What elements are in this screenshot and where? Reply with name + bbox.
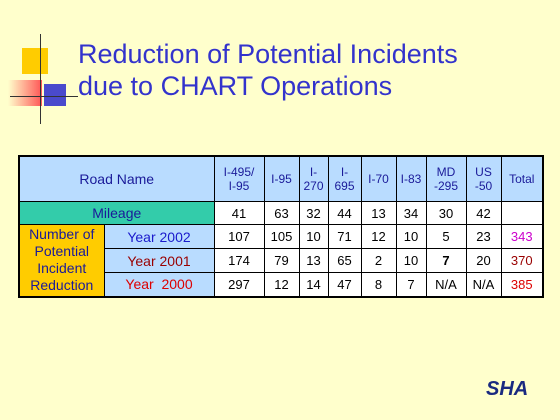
header-text: I-83	[400, 172, 422, 186]
header-text: MD	[436, 165, 456, 179]
table: Road Name I-495/I-95 I-95 I- 270 I- 695 I-70 I-8…	[18, 155, 544, 298]
value-cell: 370	[500, 248, 544, 273]
data-row: Number of Potential Incident Reduction Year …	[18, 224, 544, 297]
group-label: Number of Potential Incident Reduction	[18, 224, 105, 297]
deco-square	[22, 48, 48, 74]
value-cell: 12	[360, 224, 397, 249]
mileage-row: Mileage 41 63 32 44 13 34 30 42	[18, 201, 544, 225]
mileage-label: Mileage	[18, 201, 215, 225]
header-text: 695	[334, 179, 355, 193]
group-label-line: Reduction	[30, 277, 94, 294]
header-cell: I-495/I-95	[213, 155, 265, 202]
header-cell: I-95	[263, 155, 300, 202]
deco-line	[40, 34, 41, 124]
title: Reduction of Potential Incidents due to C…	[78, 38, 458, 102]
data-row: Year 2001 174 79 13 65 2 10 7 20 370	[19, 248, 544, 273]
mileage-value: 41	[213, 201, 265, 225]
header-cell: I-83	[395, 155, 427, 202]
deco-square	[44, 84, 66, 106]
value-cell: 13	[298, 248, 329, 273]
header-text: Road Name	[79, 171, 155, 187]
header-text: I-95	[271, 172, 292, 186]
value-cell: 385	[500, 272, 544, 297]
title-line: Reduction of Potential Incidents	[78, 39, 458, 69]
header-cell: I- 695	[327, 155, 362, 202]
header-cell: I- 270	[298, 155, 329, 202]
value-cell: 7	[425, 248, 467, 273]
mileage-value: 32	[298, 201, 329, 225]
mileage-value: 30	[425, 201, 467, 225]
empty-cell	[500, 201, 544, 225]
data-row: Year 2000 297 12 14 47 8 7 N/A N/A 385	[19, 272, 544, 297]
header-text: I-95	[228, 179, 250, 193]
title-line: due to CHART Operations	[78, 71, 393, 101]
header-cell: Total	[500, 155, 544, 202]
mileage-value: 44	[327, 201, 362, 225]
value-cell: 107	[213, 224, 265, 249]
header-cell: I-70	[360, 155, 397, 202]
mileage-value: 13	[360, 201, 397, 225]
header-text: I-	[309, 165, 318, 179]
header-text: US	[475, 165, 492, 179]
value-cell: N/A	[465, 272, 502, 297]
value-cell: 10	[298, 224, 329, 249]
header-text: -295	[433, 179, 459, 193]
value-cell: 79	[263, 248, 300, 273]
value-cell: 10	[395, 248, 427, 273]
header-text: I-495/	[223, 165, 255, 179]
header-cell: Road Name	[18, 155, 215, 202]
value-cell: 2	[360, 248, 397, 273]
value-cell: 65	[327, 248, 362, 273]
header-cell: US -50	[465, 155, 502, 202]
row-label: Year 2001	[103, 248, 215, 273]
value-cell: 12	[263, 272, 300, 297]
value-cell: 5	[425, 224, 467, 249]
value-cell: 20	[465, 248, 502, 273]
header-text: I-	[340, 165, 349, 179]
value-cell: 47	[327, 272, 362, 297]
mileage-value: 42	[465, 201, 502, 225]
mileage-value: 34	[395, 201, 427, 225]
header-text: I-70	[368, 172, 389, 186]
header-cell: MD -295	[425, 155, 467, 202]
group-label-line: Number of	[29, 226, 95, 243]
value-cell: 7	[395, 272, 427, 297]
deco-line	[10, 96, 78, 97]
header-row: Road Name I-495/I-95 I-95 I- 270 I- 695 I-70 I-8…	[18, 155, 544, 202]
group-label-line: Incident	[37, 260, 87, 277]
mileage-value: 63	[263, 201, 300, 225]
value-cell: N/A	[425, 272, 467, 297]
group-label-line: Potential	[34, 243, 89, 260]
value-cell: 297	[213, 272, 265, 297]
value-cell: 105	[263, 224, 300, 249]
value-cell: 343	[500, 224, 544, 249]
deco-square	[8, 80, 42, 106]
header-text: -50	[474, 179, 493, 193]
value-cell: 23	[465, 224, 502, 249]
value-cell: 8	[360, 272, 397, 297]
value-cell: 14	[298, 272, 329, 297]
value-cell: 71	[327, 224, 362, 249]
row-label: Year 2000	[103, 272, 215, 297]
header-text: 270	[303, 179, 324, 193]
header-text: Total	[509, 172, 535, 186]
value-cell: 10	[395, 224, 427, 249]
row-label: Year 2002	[103, 224, 215, 249]
value-cell: 174	[213, 248, 265, 273]
logo: SHA	[486, 378, 529, 400]
